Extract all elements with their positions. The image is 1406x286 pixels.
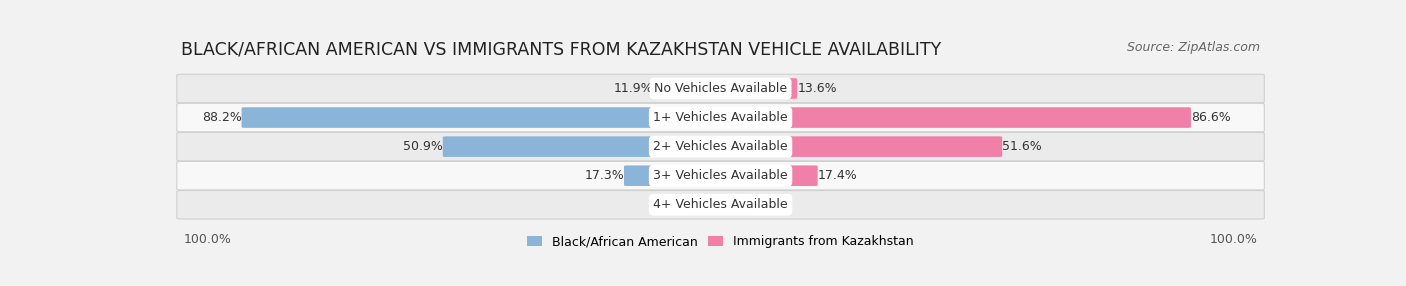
FancyBboxPatch shape: [717, 165, 818, 186]
FancyBboxPatch shape: [717, 107, 1191, 128]
Text: 4+ Vehicles Available: 4+ Vehicles Available: [654, 198, 787, 211]
FancyBboxPatch shape: [688, 194, 724, 215]
FancyBboxPatch shape: [177, 74, 1264, 103]
Legend: Black/African American, Immigrants from Kazakhstan: Black/African American, Immigrants from …: [527, 235, 914, 248]
FancyBboxPatch shape: [654, 78, 724, 99]
Text: 5.5%: 5.5%: [695, 198, 725, 211]
Text: 5.5%: 5.5%: [716, 198, 747, 211]
Text: 11.9%: 11.9%: [613, 82, 654, 95]
FancyBboxPatch shape: [177, 190, 1264, 219]
FancyBboxPatch shape: [624, 165, 724, 186]
FancyBboxPatch shape: [177, 132, 1264, 161]
Text: 100.0%: 100.0%: [1211, 233, 1258, 246]
FancyBboxPatch shape: [177, 162, 1264, 190]
Text: 17.3%: 17.3%: [585, 169, 624, 182]
Text: Source: ZipAtlas.com: Source: ZipAtlas.com: [1128, 41, 1260, 54]
Text: 2+ Vehicles Available: 2+ Vehicles Available: [654, 140, 787, 153]
Text: BLACK/AFRICAN AMERICAN VS IMMIGRANTS FROM KAZAKHSTAN VEHICLE AVAILABILITY: BLACK/AFRICAN AMERICAN VS IMMIGRANTS FRO…: [181, 41, 942, 59]
Text: No Vehicles Available: No Vehicles Available: [654, 82, 787, 95]
Text: 51.6%: 51.6%: [1002, 140, 1042, 153]
Text: 50.9%: 50.9%: [404, 140, 443, 153]
FancyBboxPatch shape: [717, 136, 1002, 157]
Text: 86.6%: 86.6%: [1191, 111, 1230, 124]
FancyBboxPatch shape: [717, 194, 754, 215]
Text: 88.2%: 88.2%: [201, 111, 242, 124]
Text: 100.0%: 100.0%: [183, 233, 231, 246]
FancyBboxPatch shape: [242, 107, 724, 128]
FancyBboxPatch shape: [177, 103, 1264, 132]
Text: 13.6%: 13.6%: [797, 82, 837, 95]
Text: 1+ Vehicles Available: 1+ Vehicles Available: [654, 111, 787, 124]
Text: 17.4%: 17.4%: [818, 169, 858, 182]
FancyBboxPatch shape: [717, 78, 797, 99]
Text: 3+ Vehicles Available: 3+ Vehicles Available: [654, 169, 787, 182]
FancyBboxPatch shape: [443, 136, 724, 157]
